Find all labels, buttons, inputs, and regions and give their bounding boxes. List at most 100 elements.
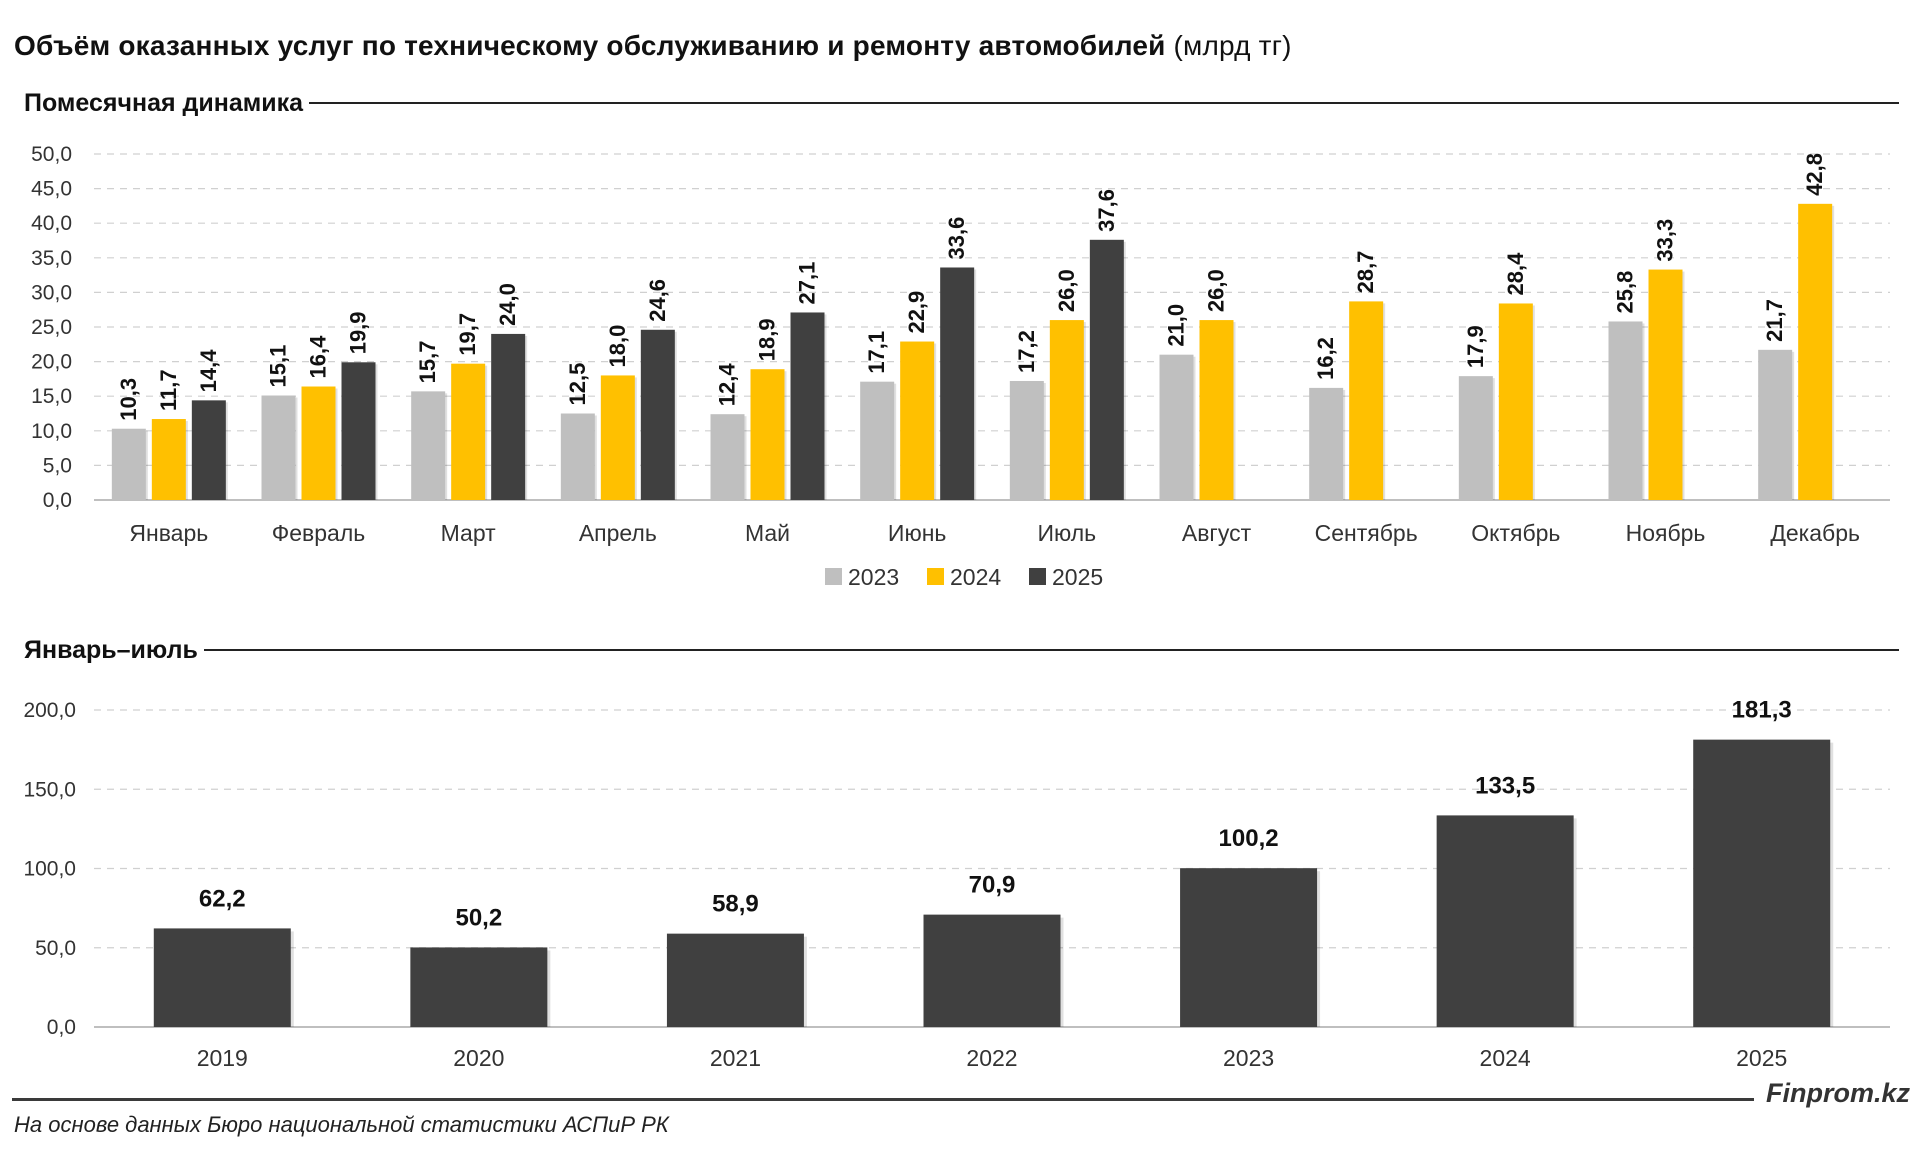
bar-2023 xyxy=(1309,387,1344,500)
y-tick-label: 10,0 xyxy=(31,420,72,443)
data-label: 28,4 xyxy=(1503,252,1528,296)
y-tick-label: 0,0 xyxy=(43,489,72,512)
monthly-chart: 0,0 5,0 10,0 15,0 20,0 25,0 30,0 35,0 40,0 45,0 50… xyxy=(31,143,1890,590)
legend-label: 2024 xyxy=(950,564,1001,590)
x-tick-label: Октябрь xyxy=(1471,520,1560,546)
data-label: 17,1 xyxy=(864,331,889,374)
jan-jul-chart: 0,0 50,0 100,0 150,0 200,0 62,2 2019 50,2 2020 58… xyxy=(23,697,1890,1071)
bar-2024 xyxy=(1648,269,1683,500)
data-label: 21,0 xyxy=(1164,304,1189,347)
data-label: 17,2 xyxy=(1014,330,1039,373)
data-label: 133,5 xyxy=(1475,772,1535,799)
x-tick-label: 2020 xyxy=(453,1045,504,1071)
bar-2024 xyxy=(1498,303,1533,500)
data-label: 21,7 xyxy=(1762,299,1787,342)
chart-title: Объём оказанных услуг по техническому об… xyxy=(14,30,1292,62)
bar-2024 xyxy=(1199,320,1234,500)
legend-swatch xyxy=(825,568,842,585)
y-tick-label: 20,0 xyxy=(31,351,72,374)
data-label: 11,7 xyxy=(156,369,181,411)
data-label: 100,2 xyxy=(1219,825,1279,852)
bar-2024 xyxy=(301,386,336,500)
section-header-monthly: Помесячная динамика xyxy=(24,88,1899,118)
data-label: 26,0 xyxy=(1054,269,1079,312)
bar-2023 xyxy=(1180,868,1318,1027)
y-tick-label: 45,0 xyxy=(31,178,72,201)
y-tick-label: 5,0 xyxy=(43,454,72,477)
y-tick-label: 15,0 xyxy=(31,385,72,408)
x-tick-label: Август xyxy=(1182,520,1252,546)
data-label: 16,4 xyxy=(306,335,331,379)
bar-2024 xyxy=(1436,815,1574,1027)
bar-2025 xyxy=(1089,239,1124,501)
bar-2025 xyxy=(640,329,675,500)
bar-2024 xyxy=(750,369,785,500)
section-header-jan-jul: Январь–июль xyxy=(24,635,1899,665)
y-tick-label: 35,0 xyxy=(31,247,72,270)
bar-2023 xyxy=(860,381,895,500)
legend-swatch xyxy=(927,568,944,585)
bar-2024 xyxy=(1798,203,1833,500)
chart-title-main: Объём оказанных услуг по техническому об… xyxy=(14,30,1166,61)
bar-2024 xyxy=(451,363,486,500)
bar-2025 xyxy=(940,267,975,500)
bar-2025 xyxy=(491,333,526,500)
data-label: 18,0 xyxy=(605,325,630,368)
data-label: 33,6 xyxy=(944,217,969,260)
x-tick-label: Март xyxy=(441,520,496,546)
data-label: 50,2 xyxy=(455,904,502,931)
data-label: 26,0 xyxy=(1204,269,1229,312)
bar-2023 xyxy=(710,414,745,500)
x-tick-label: 2024 xyxy=(1480,1045,1531,1071)
data-label: 70,9 xyxy=(969,872,1016,899)
bar-2025 xyxy=(341,362,376,500)
x-tick-label: Апрель xyxy=(579,520,657,546)
data-label: 19,9 xyxy=(346,311,371,354)
data-label: 24,0 xyxy=(495,283,520,326)
data-label: 18,9 xyxy=(755,318,780,361)
data-label: 15,7 xyxy=(415,341,440,384)
x-tick-label: Декабрь xyxy=(1770,520,1860,546)
data-label: 15,1 xyxy=(266,345,291,388)
bar-2023 xyxy=(111,428,146,500)
section-label-jan-jul: Январь–июль xyxy=(24,635,204,665)
data-label: 27,1 xyxy=(795,262,820,305)
bar-2025 xyxy=(191,400,226,500)
data-label: 16,2 xyxy=(1313,337,1338,380)
bar-2024 xyxy=(600,375,635,500)
x-tick-label: 2019 xyxy=(197,1045,248,1071)
data-label: 25,8 xyxy=(1613,271,1638,314)
data-label: 17,9 xyxy=(1463,325,1488,368)
legend-label: 2023 xyxy=(848,564,899,590)
x-tick-label: Июнь xyxy=(888,520,946,546)
y-tick-label: 150,0 xyxy=(23,778,76,801)
chart-title-unit: (млрд тг) xyxy=(1173,30,1292,61)
bar-2023 xyxy=(560,413,595,500)
x-tick-label: Сентябрь xyxy=(1315,520,1418,546)
x-tick-label: 2025 xyxy=(1736,1045,1787,1071)
data-label: 12,5 xyxy=(565,363,590,406)
data-label: 181,3 xyxy=(1732,697,1792,724)
bar-2023 xyxy=(261,395,296,500)
y-tick-label: 200,0 xyxy=(23,699,76,722)
data-label: 37,6 xyxy=(1094,189,1119,232)
bar-2022 xyxy=(923,914,1061,1027)
data-label: 42,8 xyxy=(1802,153,1827,196)
source-note: На основе данных Бюро национальной стати… xyxy=(14,1112,669,1137)
bar-2020 xyxy=(410,947,548,1027)
bar-2024 xyxy=(900,341,935,500)
bar-2023 xyxy=(1159,354,1194,500)
data-label: 62,2 xyxy=(199,885,246,912)
data-label: 12,4 xyxy=(715,363,740,407)
y-tick-label: 40,0 xyxy=(31,212,72,235)
data-label: 58,9 xyxy=(712,891,759,918)
legend-label: 2025 xyxy=(1052,564,1103,590)
data-label: 24,6 xyxy=(645,279,670,322)
bar-2023 xyxy=(1009,380,1044,500)
bar-2025 xyxy=(790,312,825,500)
bar-2023 xyxy=(1458,376,1493,500)
section-rule-monthly xyxy=(309,102,1899,104)
legend-swatch xyxy=(1029,568,1046,585)
x-tick-label: Январь xyxy=(129,520,208,546)
data-label: 33,3 xyxy=(1653,219,1678,262)
